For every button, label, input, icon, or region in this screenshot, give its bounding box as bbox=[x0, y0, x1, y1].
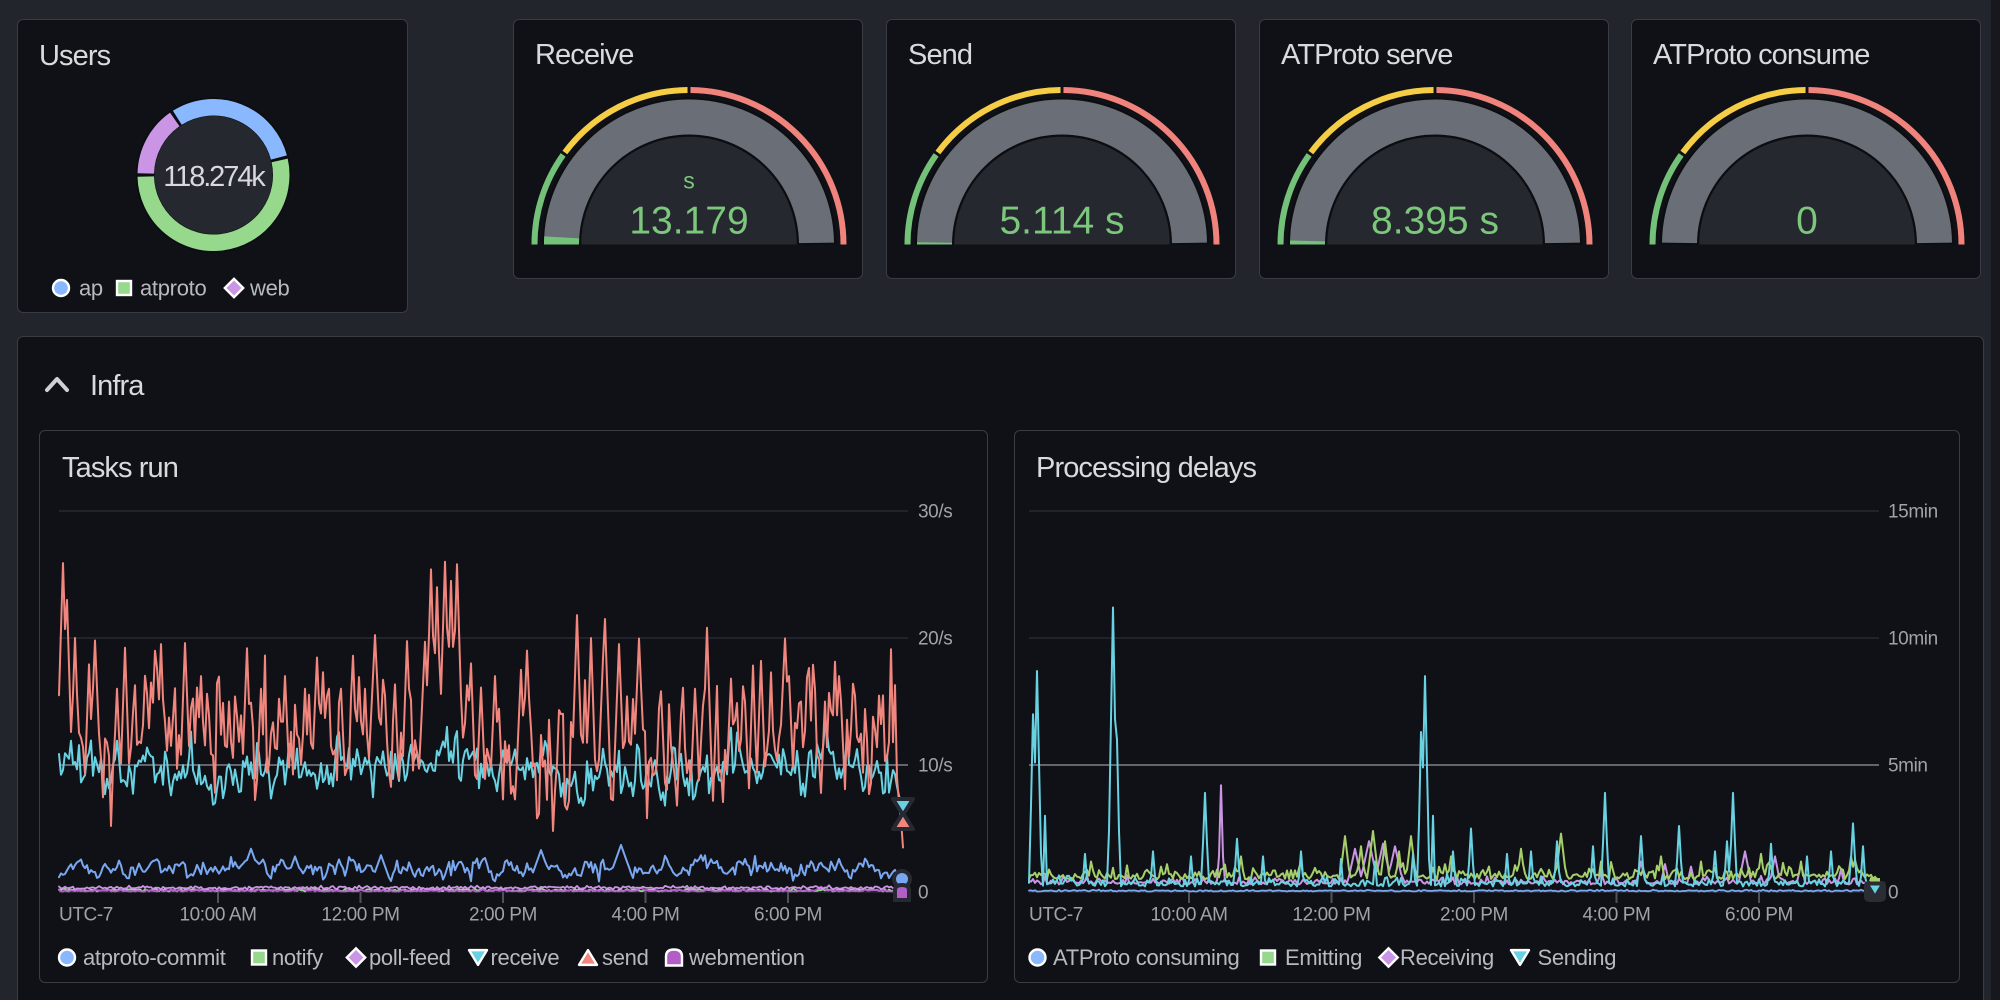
svg-text:8.395 s: 8.395 s bbox=[1371, 200, 1499, 243]
svg-text:2:00 PM: 2:00 PM bbox=[469, 905, 537, 926]
svg-text:Tasks run: Tasks run bbox=[62, 452, 178, 484]
svg-text:20/s: 20/s bbox=[918, 629, 952, 650]
svg-text:10:00 AM: 10:00 AM bbox=[1150, 905, 1227, 926]
svg-text:ATProto consume: ATProto consume bbox=[1653, 39, 1869, 71]
svg-text:web: web bbox=[249, 276, 290, 301]
svg-text:ap: ap bbox=[79, 276, 103, 301]
svg-text:13.179: 13.179 bbox=[629, 200, 748, 243]
svg-text:atproto: atproto bbox=[140, 276, 206, 301]
svg-text:0: 0 bbox=[1888, 883, 1898, 904]
svg-text:12:00 PM: 12:00 PM bbox=[321, 905, 399, 926]
svg-text:Receive: Receive bbox=[535, 39, 633, 71]
svg-text:0: 0 bbox=[1796, 200, 1818, 243]
svg-text:10min: 10min bbox=[1888, 629, 1938, 650]
svg-text:ATProto serve: ATProto serve bbox=[1281, 39, 1453, 71]
svg-text:ATProto consuming: ATProto consuming bbox=[1053, 945, 1239, 970]
svg-text:12:00 PM: 12:00 PM bbox=[1292, 905, 1370, 926]
svg-text:Infra: Infra bbox=[90, 370, 145, 402]
svg-text:15min: 15min bbox=[1888, 502, 1938, 523]
svg-text:Sending: Sending bbox=[1538, 945, 1617, 970]
svg-text:notify: notify bbox=[272, 945, 323, 970]
svg-text:Emitting: Emitting bbox=[1285, 945, 1362, 970]
svg-text:4:00 PM: 4:00 PM bbox=[612, 905, 680, 926]
svg-text:Send: Send bbox=[908, 39, 972, 71]
svg-text:5min: 5min bbox=[1888, 756, 1928, 777]
svg-text:10:00 AM: 10:00 AM bbox=[179, 905, 256, 926]
svg-text:UTC-7: UTC-7 bbox=[59, 905, 113, 926]
svg-text:webmention: webmention bbox=[688, 945, 805, 970]
svg-text:send: send bbox=[602, 945, 649, 970]
svg-text:UTC-7: UTC-7 bbox=[1029, 905, 1083, 926]
svg-text:poll-feed: poll-feed bbox=[369, 945, 451, 970]
svg-text:2:00 PM: 2:00 PM bbox=[1440, 905, 1508, 926]
svg-text:s: s bbox=[683, 168, 695, 194]
svg-text:4:00 PM: 4:00 PM bbox=[1583, 905, 1651, 926]
svg-text:6:00 PM: 6:00 PM bbox=[1725, 905, 1793, 926]
svg-text:receive: receive bbox=[491, 945, 560, 970]
svg-text:Processing delays: Processing delays bbox=[1036, 452, 1256, 484]
svg-text:Receiving: Receiving bbox=[1400, 945, 1494, 970]
svg-text:10/s: 10/s bbox=[918, 756, 952, 777]
svg-text:30/s: 30/s bbox=[918, 502, 952, 523]
svg-text:atproto-commit: atproto-commit bbox=[83, 945, 226, 970]
svg-text:118.274k: 118.274k bbox=[163, 161, 266, 193]
svg-text:0: 0 bbox=[918, 883, 928, 904]
svg-text:5.114 s: 5.114 s bbox=[999, 200, 1124, 243]
svg-text:6:00 PM: 6:00 PM bbox=[754, 905, 822, 926]
svg-text:Users: Users bbox=[39, 40, 111, 72]
